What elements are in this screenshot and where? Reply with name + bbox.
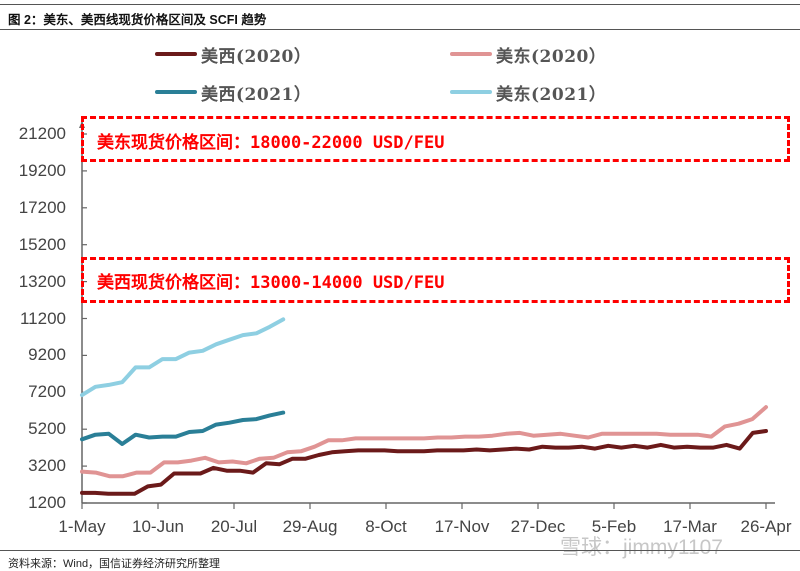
x-tick-label: 8-Oct [365,517,407,536]
legend-label: 美东(2021） [496,84,607,105]
source-divider [0,550,800,551]
chart-lines [80,317,768,496]
x-tick-label: 29-Aug [282,517,338,536]
x-tick-label: 27-Dec [510,517,566,536]
series-line [80,410,286,446]
west-range-label: 美西现货价格区间：13000-14000 USD/FEU [97,273,445,293]
y-tick-label: 21200 [18,124,66,143]
x-tick-label: 17-Nov [434,517,490,536]
x-tick-label: 20-Jul [210,517,258,536]
y-tick-label: 3200 [28,456,66,476]
y-tick-label: 13200 [18,271,66,291]
legend-swatch-icon [450,52,492,56]
legend-swatch-icon [155,52,197,56]
x-tick-label: 10-Jun [132,517,184,536]
legend-item-east-2021: 美东(2021） [450,81,607,105]
legend-label: 美西(2020） [201,46,312,67]
legend-item-west-2020: 美西(2020） [155,43,312,67]
series-line [80,429,768,496]
y-tick-label: 15200 [18,234,66,254]
series-line [80,317,286,398]
y-tick-label: 5200 [28,419,66,439]
east-range-label: 美东现货价格区间：18000-22000 USD/FEU [97,133,445,153]
legend-label: 美西(2021） [201,84,312,105]
legend-label: 美东(2020） [496,46,607,67]
x-tick-label: 1-May [58,517,106,536]
x-tick-label: 17-Mar [663,517,717,536]
y-tick-label: 17200 [18,197,66,217]
east-range-box [81,116,790,162]
y-tick-label: 7200 [28,382,66,402]
x-tick-label: 26-Apr [740,517,792,536]
legend-swatch-icon [450,90,492,94]
y-tick-label: 1200 [28,493,66,512]
x-tick-label: 5-Feb [591,517,637,536]
y-tick-label: 11200 [19,308,66,328]
west-range-box [81,257,790,303]
y-tick-label: 19200 [18,160,66,180]
legend-item-west-2021: 美西(2021） [155,81,312,105]
legend-item-east-2020: 美东(2020） [450,43,607,67]
series-line [80,405,768,479]
watermark: 雪球：jimmy1107 [560,536,723,559]
source-note: 资料来源：Wind，国信证券经济研究所整理 [8,558,221,570]
y-tick-label: 9200 [28,345,66,365]
figure-title: 图 2：美东、美西线现货价格区间及 SCFI 趋势 [8,13,267,27]
legend-swatch-icon [155,90,197,94]
figure-title-bar: 图 2：美东、美西线现货价格区间及 SCFI 趋势 [0,4,800,30]
